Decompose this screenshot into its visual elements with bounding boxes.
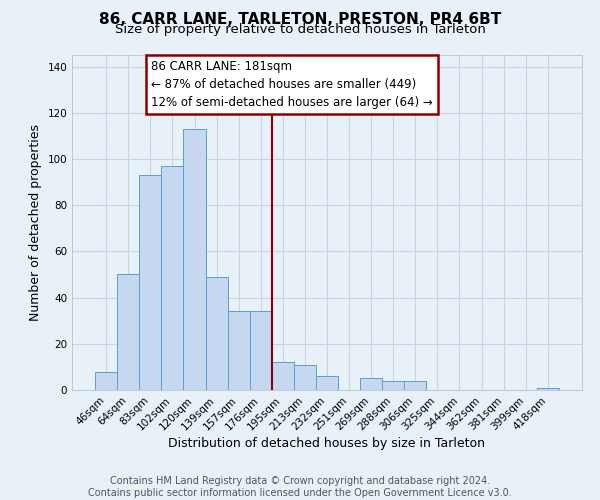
Bar [95,372,117,390]
Text: Contains HM Land Registry data © Crown copyright and database right 2024.
Contai: Contains HM Land Registry data © Crown c… [88,476,512,498]
Bar [272,362,294,390]
X-axis label: Distribution of detached houses by size in Tarleton: Distribution of detached houses by size … [169,438,485,450]
Bar [139,175,161,390]
Text: 86 CARR LANE: 181sqm
← 87% of detached houses are smaller (449)
12% of semi-deta: 86 CARR LANE: 181sqm ← 87% of detached h… [151,60,433,109]
Bar [294,364,316,390]
Bar [316,376,338,390]
Text: 86, CARR LANE, TARLETON, PRESTON, PR4 6BT: 86, CARR LANE, TARLETON, PRESTON, PR4 6B… [99,12,501,28]
Bar [404,381,427,390]
Bar [206,277,227,390]
Bar [161,166,184,390]
Bar [382,381,404,390]
Bar [250,312,272,390]
Bar [227,312,250,390]
Bar [360,378,382,390]
Bar [184,129,206,390]
Y-axis label: Number of detached properties: Number of detached properties [29,124,42,321]
Bar [537,388,559,390]
Text: Size of property relative to detached houses in Tarleton: Size of property relative to detached ho… [115,22,485,36]
Bar [117,274,139,390]
